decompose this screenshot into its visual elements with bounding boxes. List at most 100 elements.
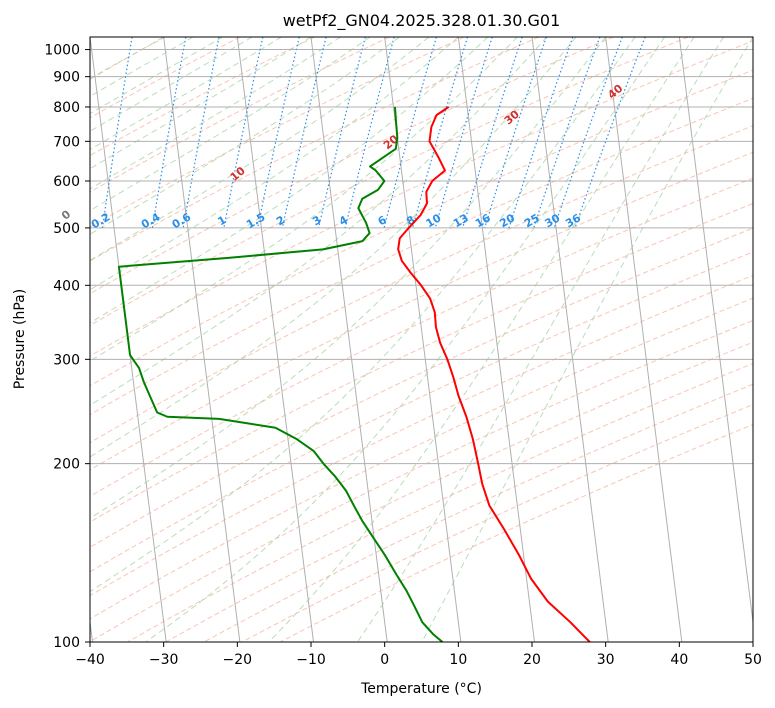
mixing-ratio-line [257, 37, 300, 229]
mixing-ratio-line [344, 37, 395, 229]
dry-adiabat-line [279, 424, 753, 642]
x-tick-label: −10 [296, 652, 326, 668]
y-axis-label: Pressure (hPa) [12, 289, 28, 389]
dry-adiabat-line [90, 37, 241, 119]
moist-adiabat-line [90, 37, 223, 115]
y-tick-label: 500 [53, 221, 80, 237]
moist-adiabat-line [90, 37, 489, 324]
moist-adiabat-line [90, 37, 400, 235]
moist-adiabat-line [90, 37, 430, 261]
dry-adiabat-line [90, 37, 465, 228]
dewpoint-profile-line [117, 106, 444, 642]
x-tick-label: 0 [380, 652, 389, 668]
moist-adiabat-line [90, 37, 607, 519]
x-tick-label: 40 [670, 652, 688, 668]
y-tick-label: 800 [53, 100, 80, 116]
dry-adiabat-line [203, 383, 753, 642]
moist-adiabat-line [90, 37, 253, 132]
y-tick-label: 900 [53, 70, 80, 86]
moist-adiabat-line [268, 37, 695, 642]
dry-adiabat-line [90, 37, 539, 262]
moist-adiabat-line [421, 37, 753, 642]
isotherm-line [236, 37, 315, 642]
mixing-ratio-label: 1 [215, 213, 228, 228]
isotherm-line [163, 37, 241, 642]
dry-adiabat-line [90, 251, 753, 573]
isotherm-line [310, 37, 388, 642]
x-tick-label: 30 [597, 652, 615, 668]
x-tick-label: −40 [75, 652, 105, 668]
moist-adiabat-line [145, 37, 666, 642]
mixing-ratio-line [434, 37, 493, 229]
mixing-ratio-line [533, 37, 601, 229]
mixing-ratio-line [574, 37, 646, 229]
isotherm-line [457, 37, 536, 642]
y-tick-label: 1000 [44, 43, 80, 59]
mixing-ratio-line [508, 37, 574, 229]
mixing-ratio-line [462, 37, 523, 229]
dry-adiabat-line [90, 97, 753, 416]
dry-adiabat-line [90, 151, 753, 471]
dry-adiabat-line [165, 362, 753, 642]
x-tick-label: 50 [744, 652, 762, 668]
moist-adiabat-line [90, 37, 459, 291]
mixing-ratio-label: 3 [310, 213, 323, 228]
dry-adiabat-line [90, 177, 753, 497]
isotherm-line [752, 37, 753, 42]
dry-adiabat-line [90, 37, 614, 295]
plot-frame [89, 36, 754, 643]
dry-adiabat-line [90, 69, 753, 387]
y-tick-label: 400 [53, 278, 80, 294]
mixing-ratio-line [281, 37, 327, 229]
mixing-ratio-line [412, 37, 469, 229]
mixing-ratio-line [484, 37, 547, 229]
mixing-ratio-line [223, 37, 264, 229]
mixing-ratio-line [553, 37, 623, 229]
chart-title: wetPf2_GN04.2025.328.01.30.G01 [283, 11, 561, 31]
mixing-ratio-line [101, 37, 133, 228]
profile-lines [117, 106, 591, 642]
moist-adiabat-line [90, 37, 194, 97]
dry-adiabat-line [127, 341, 753, 642]
moist-adiabat-line [90, 37, 548, 406]
dry-adiabat-line [90, 37, 689, 326]
y-tick-label: 600 [53, 174, 80, 190]
moist-adiabat-line [90, 37, 312, 170]
x-tick-label: −30 [149, 652, 179, 668]
mixing-ratio-line [56, 37, 82, 228]
moist-adiabat-line [90, 37, 518, 362]
dry-adiabat-line [90, 125, 753, 444]
x-tick-label: −20 [223, 652, 253, 668]
moist-adiabat-line [90, 37, 371, 212]
mixing-ratio-line [182, 37, 220, 229]
mixing-ratio-label: 2 [274, 213, 287, 228]
temperature-profile-line [397, 106, 591, 642]
x-tick-label: 10 [449, 652, 467, 668]
x-axis-ticks: −40 −30 −20 −10 0 10 20 30 40 50 [75, 642, 762, 668]
y-tick-label: 700 [53, 134, 80, 150]
moist-adiabat-line [90, 37, 341, 190]
isotherm-line [531, 37, 609, 642]
mixing-ratio-line [151, 37, 187, 228]
background-reference-lines [56, 37, 753, 642]
y-axis-ticks: 1000 900 800 700 600 500 400 300 200 100 [44, 43, 90, 651]
moist-adiabat-line [357, 37, 724, 642]
moist-adiabat-line [90, 37, 282, 151]
moist-adiabat-line [90, 37, 577, 458]
isotherm-line [605, 37, 683, 642]
dry-adiabat-line [90, 227, 753, 548]
dry-adiabat-line [90, 202, 753, 523]
dry-adiabat-line [90, 297, 753, 620]
mixing-ratio-line [317, 37, 366, 229]
x-axis-label: Temperature (°C) [360, 681, 482, 697]
mixing-ratio-line [383, 37, 437, 229]
x-tick-label: 20 [523, 652, 541, 668]
moist-adiabat-label: 30 [502, 107, 522, 127]
y-tick-label: 200 [53, 457, 80, 473]
y-tick-label: 300 [53, 352, 80, 368]
moist-adiabat-line [90, 37, 636, 593]
isotherm-line [678, 37, 753, 627]
y-tick-label: 100 [53, 635, 80, 651]
